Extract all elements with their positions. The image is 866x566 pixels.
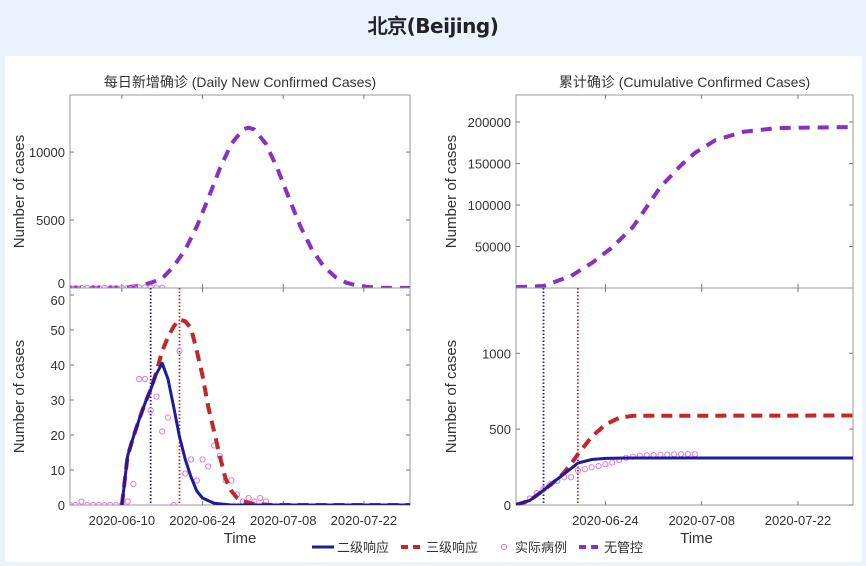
observed-point (170, 501, 177, 505)
subplot-title: 每日新增确诊 (Daily New Confirmed Cases) (104, 74, 376, 90)
observed-point (84, 501, 91, 505)
y-tick-label: 1000 (482, 346, 511, 361)
observed-point (153, 393, 160, 400)
y-tick-label: 10000 (29, 145, 65, 160)
observed-point (95, 501, 102, 505)
y-axis-label: Number of cases (443, 135, 460, 248)
subplot-cumulative-top: 累计确诊 (Cumulative Confirmed Cases) 50000 10… (443, 74, 854, 289)
page-title: 北京(Beijing) (367, 14, 499, 38)
observed-point (205, 463, 212, 470)
legend-item-observed: 实际病例 (500, 540, 567, 555)
axes-frame (515, 287, 854, 506)
observed-point (107, 501, 114, 505)
observed-point (602, 461, 609, 468)
observed-point (70, 501, 74, 505)
x-tick-label: 2020-06-24 (169, 513, 236, 528)
observed-point (595, 463, 602, 470)
x-tick-label: 2020-07-08 (250, 513, 317, 528)
legend-label: 实际病例 (515, 540, 567, 555)
observed-point (159, 428, 166, 435)
observed-point (228, 477, 235, 484)
observed-point (89, 501, 97, 505)
observed-point (574, 467, 581, 474)
y-tick-label: 10 (51, 463, 65, 478)
subplot-title: 累计确诊 (Cumulative Confirmed Cases) (559, 74, 810, 90)
observed-point (147, 407, 154, 414)
observed-point (72, 501, 79, 505)
observed-point (176, 347, 183, 355)
x-tick-label: 2020-07-22 (331, 513, 398, 528)
legend-label: 无管控 (604, 540, 643, 555)
y-tick-label: 100000 (468, 198, 511, 213)
legend-item-level3: 三级响应 (401, 540, 478, 555)
figure-background (5, 56, 862, 562)
observed-point (141, 375, 149, 383)
observed-point (78, 498, 85, 505)
legend-item-level2: 二级响应 (312, 540, 389, 555)
y-tick-label: 500 (489, 422, 511, 437)
observed-point (101, 501, 108, 505)
observed-point (609, 459, 616, 466)
y-axis-label: Number of cases (443, 340, 460, 453)
y-tick-label: 5000 (36, 213, 65, 228)
observed-point (193, 477, 200, 484)
y-tick-label: 200000 (468, 115, 511, 130)
y-tick-label: 20 (51, 428, 65, 443)
series-line-no_control (516, 125, 853, 288)
y-tick-label: 0 (58, 498, 65, 513)
y-tick-label: 0 (504, 498, 511, 513)
subplot-daily-bottom: 0 10 20 30 40 50 60 2020-06-10 2020-06-24 2020-07… (11, 287, 411, 547)
y-axis-label: Number of cases (11, 340, 28, 453)
y-tick-label: 50 (51, 323, 65, 338)
y-tick-label: 0 (58, 276, 65, 291)
legend-item-no_control: 无管控 (579, 540, 643, 555)
x-axis-label: Time (680, 530, 713, 547)
y-tick-label: 50000 (475, 239, 511, 254)
observed-point (567, 474, 575, 481)
x-tick-label: 2020-06-24 (572, 513, 639, 528)
x-tick-label: 2020-06-10 (89, 513, 156, 528)
observed-point (124, 498, 131, 505)
x-tick-label: 2020-07-08 (668, 513, 735, 528)
series-line-level3 (119, 317, 410, 505)
observed-point (164, 414, 172, 421)
observed-point (245, 494, 252, 502)
plot-area (516, 125, 853, 288)
observed-point (182, 470, 189, 477)
x-tick-label: 2020-07-22 (765, 513, 832, 528)
observed-point (588, 464, 595, 471)
y-tick-label: 30 (51, 393, 65, 408)
y-tick-label: 40 (51, 358, 65, 373)
y-tick-label: 60 (51, 293, 65, 308)
observed-point (130, 480, 137, 488)
x-axis-label: Time (224, 530, 257, 547)
observed-point (257, 494, 264, 502)
subplot-cumulative-bottom: 0 500 1000 2020-06-24 2020-07-08 2020-07-22 Nu… (443, 287, 854, 547)
plot-area (70, 288, 410, 505)
subplot-daily-top: 每日新增确诊 (Daily New Confirmed Cases) 0 5000 1… (11, 74, 411, 291)
observed-point (136, 375, 143, 383)
observed-point (581, 466, 588, 473)
plot-area (516, 288, 853, 505)
legend-label: 二级响应 (337, 540, 389, 555)
legend-marker (500, 543, 508, 551)
observed-point (113, 501, 120, 505)
observed-point (199, 456, 206, 463)
legend-label: 三级响应 (426, 540, 478, 555)
legend: 二级响应 三级响应 实际病例 无管控 (312, 540, 643, 555)
series-line-level2 (120, 361, 410, 505)
series-line-level2 (516, 456, 853, 505)
observed-point (187, 456, 195, 463)
y-axis-label: Number of cases (11, 135, 28, 248)
y-tick-label: 150000 (468, 156, 511, 171)
